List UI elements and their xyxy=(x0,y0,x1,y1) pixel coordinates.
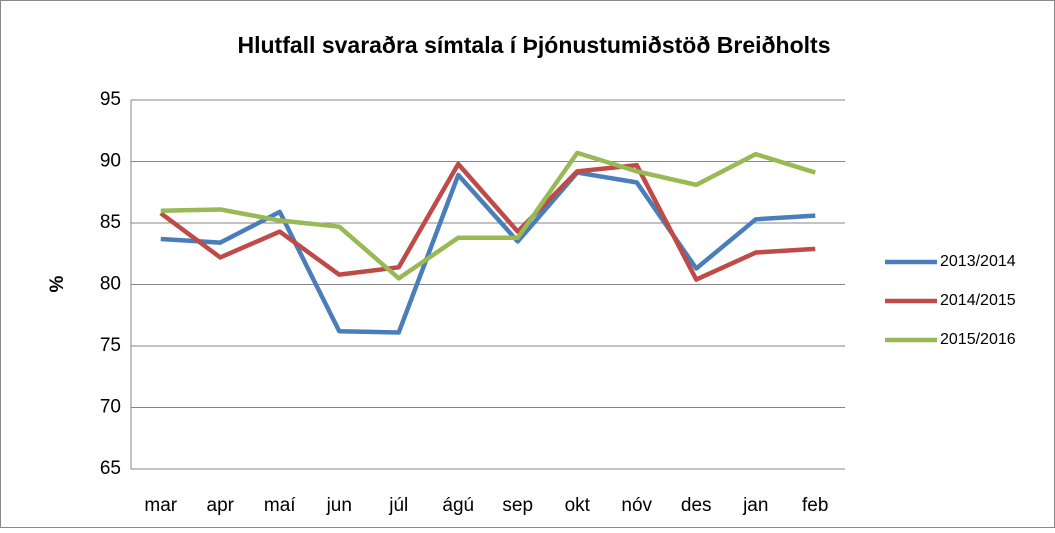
y-tick-label: 90 xyxy=(100,151,121,172)
y-tick-label: 85 xyxy=(100,212,121,233)
x-tick-label: jan xyxy=(742,495,768,516)
legend-label: 2014/2015 xyxy=(940,292,1016,309)
y-tick-label: 95 xyxy=(100,89,121,110)
chart-title: Hlutfall svaraðra símtala í Þjónustumiðs… xyxy=(237,32,830,58)
x-tick-label: mar xyxy=(144,495,177,516)
series-line xyxy=(159,161,816,282)
y-tick-label: 70 xyxy=(100,397,121,418)
series-line xyxy=(160,150,816,281)
y-axis-label: % xyxy=(47,275,68,292)
x-tick-label: sep xyxy=(502,495,533,516)
y-tick-label: 75 xyxy=(100,335,121,356)
y-tick-label: 65 xyxy=(100,458,121,479)
x-tick-label: des xyxy=(681,495,712,516)
x-tick-label: maí xyxy=(264,495,296,516)
legend-label: 2013/2014 xyxy=(940,253,1016,270)
legend-label: 2015/2016 xyxy=(940,331,1016,348)
y-tick-label: 80 xyxy=(100,274,121,295)
x-tick-label: júl xyxy=(388,495,408,516)
x-tick-label: feb xyxy=(802,495,828,516)
x-tick-label: nóv xyxy=(621,495,652,516)
x-tick-label: okt xyxy=(565,495,591,516)
x-tick-label: apr xyxy=(207,495,235,516)
x-tick-label: ágú xyxy=(442,495,474,516)
x-tick-label: jun xyxy=(326,495,352,516)
